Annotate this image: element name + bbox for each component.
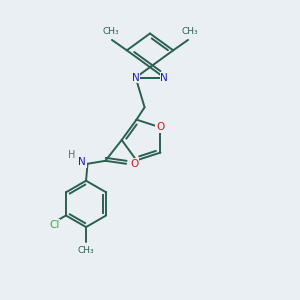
Text: N: N bbox=[160, 73, 168, 82]
Text: N: N bbox=[132, 73, 140, 82]
Text: O: O bbox=[156, 122, 164, 132]
Text: O: O bbox=[130, 159, 139, 169]
Text: H: H bbox=[68, 151, 76, 160]
Text: Cl: Cl bbox=[49, 220, 59, 230]
Text: CH₃: CH₃ bbox=[78, 246, 94, 255]
Text: CH₃: CH₃ bbox=[181, 27, 198, 36]
Text: N: N bbox=[78, 157, 86, 167]
Text: CH₃: CH₃ bbox=[102, 27, 119, 36]
